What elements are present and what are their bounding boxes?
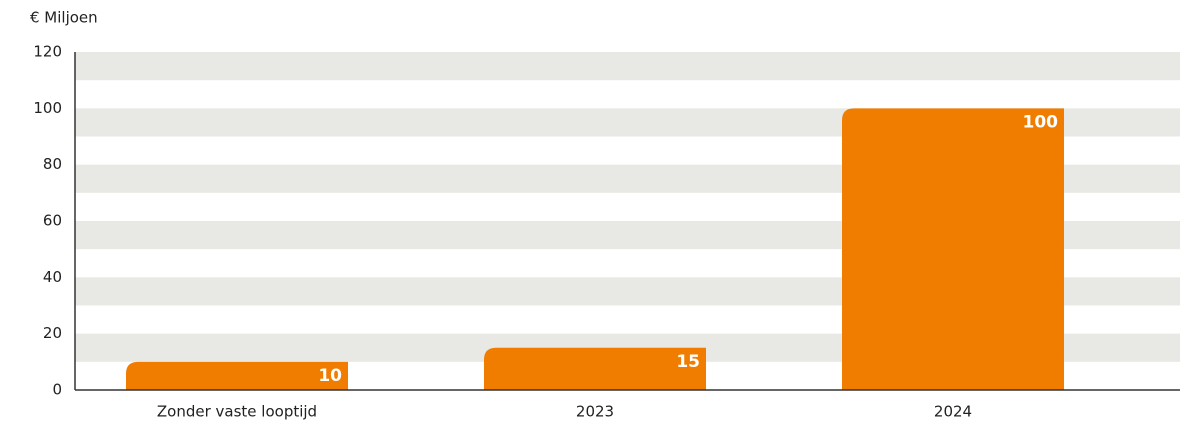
x-tick-label: 2024 — [934, 403, 972, 421]
y-tick-label: 100 — [33, 99, 62, 117]
value-label: 100 — [1023, 112, 1059, 132]
bar — [484, 347, 706, 390]
y-tick-label: 40 — [43, 268, 62, 286]
y-tick-label: 80 — [43, 155, 62, 173]
value-label: 10 — [318, 366, 342, 386]
y-tick-label: 120 — [33, 43, 62, 61]
y-tick-label: 20 — [43, 324, 62, 342]
x-tick-label: 2023 — [576, 403, 614, 421]
bar — [126, 361, 348, 390]
y-axis-label: € Miljoen — [30, 9, 98, 27]
value-label: 15 — [676, 352, 700, 372]
bar — [842, 108, 1064, 390]
y-tick-label: 60 — [43, 212, 62, 230]
grid-band — [75, 52, 1180, 81]
y-tick-label: 0 — [52, 381, 62, 399]
x-tick-label: Zonder vaste looptijd — [157, 403, 317, 421]
